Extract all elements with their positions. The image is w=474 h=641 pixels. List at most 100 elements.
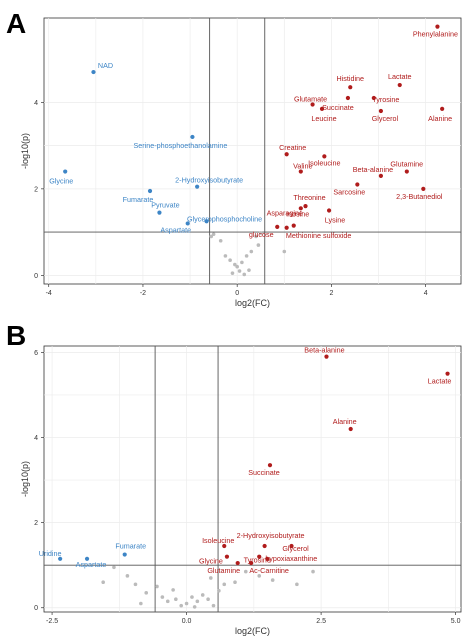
panel-b-point-label: Beta-alanine bbox=[304, 346, 344, 355]
panel-a-point-label: Histidine bbox=[336, 74, 364, 83]
panel-b-ns-point bbox=[184, 601, 189, 606]
panel-b-point-ac-carnitine bbox=[249, 560, 254, 566]
panel-b-point-labels: Beta-alanine Lactate Alanine Succinate 2-Hyd… bbox=[39, 346, 452, 575]
panel-b-point-label: Glycine bbox=[199, 557, 223, 566]
panel-b-y-tick-label: 6 bbox=[34, 350, 38, 357]
panel-b-y-axis-label: -log10(p) bbox=[20, 461, 30, 497]
panel-a-x-tick-label: 4 bbox=[424, 290, 428, 297]
panel-a-point-tyrosine bbox=[371, 95, 376, 101]
panel-b-ns-point bbox=[295, 582, 299, 587]
panel-b-letter: B bbox=[6, 320, 26, 351]
panel-a-ns-point bbox=[247, 268, 251, 272]
panel-b-thresholds bbox=[44, 346, 461, 612]
panel-b-point-beta-alanine bbox=[324, 354, 329, 359]
panel-a-ns-point bbox=[230, 271, 235, 275]
panel-b-y-tick-label: 4 bbox=[34, 435, 38, 442]
panel-b-ns-point bbox=[257, 574, 262, 578]
panel-a-point-label: Glycerophosphocholine bbox=[187, 214, 262, 223]
panel-b-ns-point bbox=[125, 574, 130, 578]
panel-b-point-label: Aspartate bbox=[76, 560, 107, 569]
panel-a-point-label: Aspartate bbox=[160, 225, 191, 234]
panel-b-point-fumarate bbox=[122, 552, 127, 557]
panel-b-ns-point bbox=[144, 591, 149, 595]
panel-b-point-alanine bbox=[348, 426, 353, 432]
panel-a-point-label: Serine-phosphoethanolamine bbox=[133, 141, 227, 150]
panel-b-ns-point bbox=[155, 584, 159, 589]
panel-b-ns-point bbox=[171, 588, 175, 592]
panel-b-ns-point bbox=[165, 599, 170, 604]
panel-a-point-asparagine bbox=[298, 206, 303, 211]
panel-a-point-phenylalanine bbox=[435, 24, 440, 29]
panel-a-point-label: Succinate bbox=[322, 103, 354, 112]
panel-a-point-label: Isoleucine bbox=[308, 158, 340, 167]
panel-b-nonsignificant-points bbox=[101, 565, 315, 609]
panel-a-x-axis-label: log2(FC) bbox=[235, 298, 270, 308]
panel-a-ns-point bbox=[242, 272, 247, 277]
panel-b-ns-point bbox=[101, 580, 105, 585]
panel-b-x-tick-label: 2.5 bbox=[316, 618, 326, 625]
panel-a-point-label: Alanine bbox=[428, 114, 452, 123]
panel-b-point-label: Tyrosine bbox=[244, 556, 271, 565]
panel-b-point-aspartate bbox=[84, 556, 90, 561]
panel-b-point-label: Glycerol bbox=[282, 544, 309, 553]
panel-a-point-isoleucine bbox=[322, 154, 327, 159]
panel-a-point-label: Creatine bbox=[279, 143, 306, 152]
panel-b-point-label: Fumarate bbox=[115, 542, 146, 551]
panel-a-ns-point bbox=[223, 254, 228, 258]
panel-b-ns-point bbox=[217, 588, 221, 593]
panel-a-ns-point bbox=[282, 249, 287, 254]
panel-a-ns-point bbox=[233, 262, 237, 267]
panel-a-y-tick-label: 2 bbox=[34, 186, 38, 193]
panel-a-point-label: Fumarate bbox=[123, 195, 154, 204]
panel-a-point-valine bbox=[298, 169, 303, 174]
panel-b-ns-point bbox=[206, 597, 210, 602]
panel-a-point-alanine bbox=[440, 106, 445, 111]
panel-a-point-label: 2,3-Butanediol bbox=[396, 192, 443, 201]
panel-a-point-label: Lactate bbox=[388, 72, 412, 81]
panel-b-ns-point bbox=[200, 593, 205, 597]
panel-a-point-2-hydroxyisobutyrate bbox=[195, 184, 200, 189]
panel-b-x-ticks: -2.5 0.0 2.5 5.0 bbox=[46, 612, 461, 625]
panel-a-point-glycine bbox=[63, 169, 68, 174]
panel-a-x-tick-label: 0 bbox=[235, 290, 239, 297]
panel-a-point-label: Lysine bbox=[325, 215, 346, 224]
panel-a-point-labels: Phenylalanine Histidine Lactate GlutamateSu… bbox=[49, 30, 458, 240]
panel-b-point-label: hypoxiaxanthine bbox=[265, 554, 317, 563]
panel-a-ns-point bbox=[258, 231, 263, 235]
panel-a-x-ticks: -4 -2 0 2 4 bbox=[46, 284, 428, 297]
panel-b-x-axis-label: log2(FC) bbox=[235, 626, 270, 636]
panel-a-nonsignificant-points bbox=[209, 231, 287, 277]
panel-a-y-tick-label: 0 bbox=[34, 273, 38, 280]
panel-b-ns-point bbox=[270, 578, 275, 582]
panel-b-y-tick-label: 0 bbox=[34, 605, 38, 612]
panel-a-point-label: Tyrosine bbox=[372, 95, 399, 104]
panel-a-significant-points bbox=[63, 24, 445, 230]
panel-b-ns-point bbox=[211, 603, 216, 608]
panel-a-point-label: Methionine sulfoxide bbox=[286, 231, 352, 240]
panel-a-point-beta-alanine bbox=[378, 173, 383, 178]
panel-a-thresholds bbox=[44, 18, 461, 284]
panel-a-ns-point bbox=[211, 232, 216, 237]
panel-a-point-creatine bbox=[284, 152, 289, 157]
panel-a-point-glycerol bbox=[378, 108, 383, 114]
panel-b-ns-point bbox=[160, 595, 165, 599]
panel-b-point-isoleucine bbox=[222, 543, 227, 549]
panel-a-ns-point bbox=[249, 249, 254, 254]
panel-a-point-fumarate bbox=[147, 188, 153, 194]
panel-a-point-label: Leucine bbox=[311, 114, 336, 123]
panel-b-point-label: Succinate bbox=[248, 468, 280, 477]
panel-b-point-hypoxiaxanthine bbox=[265, 556, 270, 561]
panel-b-point-succinate bbox=[267, 463, 273, 468]
panel-a-ns-point bbox=[228, 258, 232, 263]
panel-b-ns-point bbox=[190, 595, 194, 599]
panel-b-ns-point bbox=[222, 582, 227, 587]
panel-a-ns-point bbox=[244, 254, 249, 258]
panel-b-significant-points bbox=[58, 354, 450, 566]
panel-a-x-tick-label: -4 bbox=[46, 290, 52, 297]
panel-b-ns-point bbox=[139, 601, 143, 606]
panel-b-ns-point bbox=[209, 576, 213, 580]
panel-b-point-label: Glutamine bbox=[207, 566, 240, 575]
panel-a-letter: A bbox=[6, 8, 26, 39]
panel-a-point-succinate bbox=[345, 95, 351, 101]
panel-b-point-uridine bbox=[58, 556, 63, 561]
